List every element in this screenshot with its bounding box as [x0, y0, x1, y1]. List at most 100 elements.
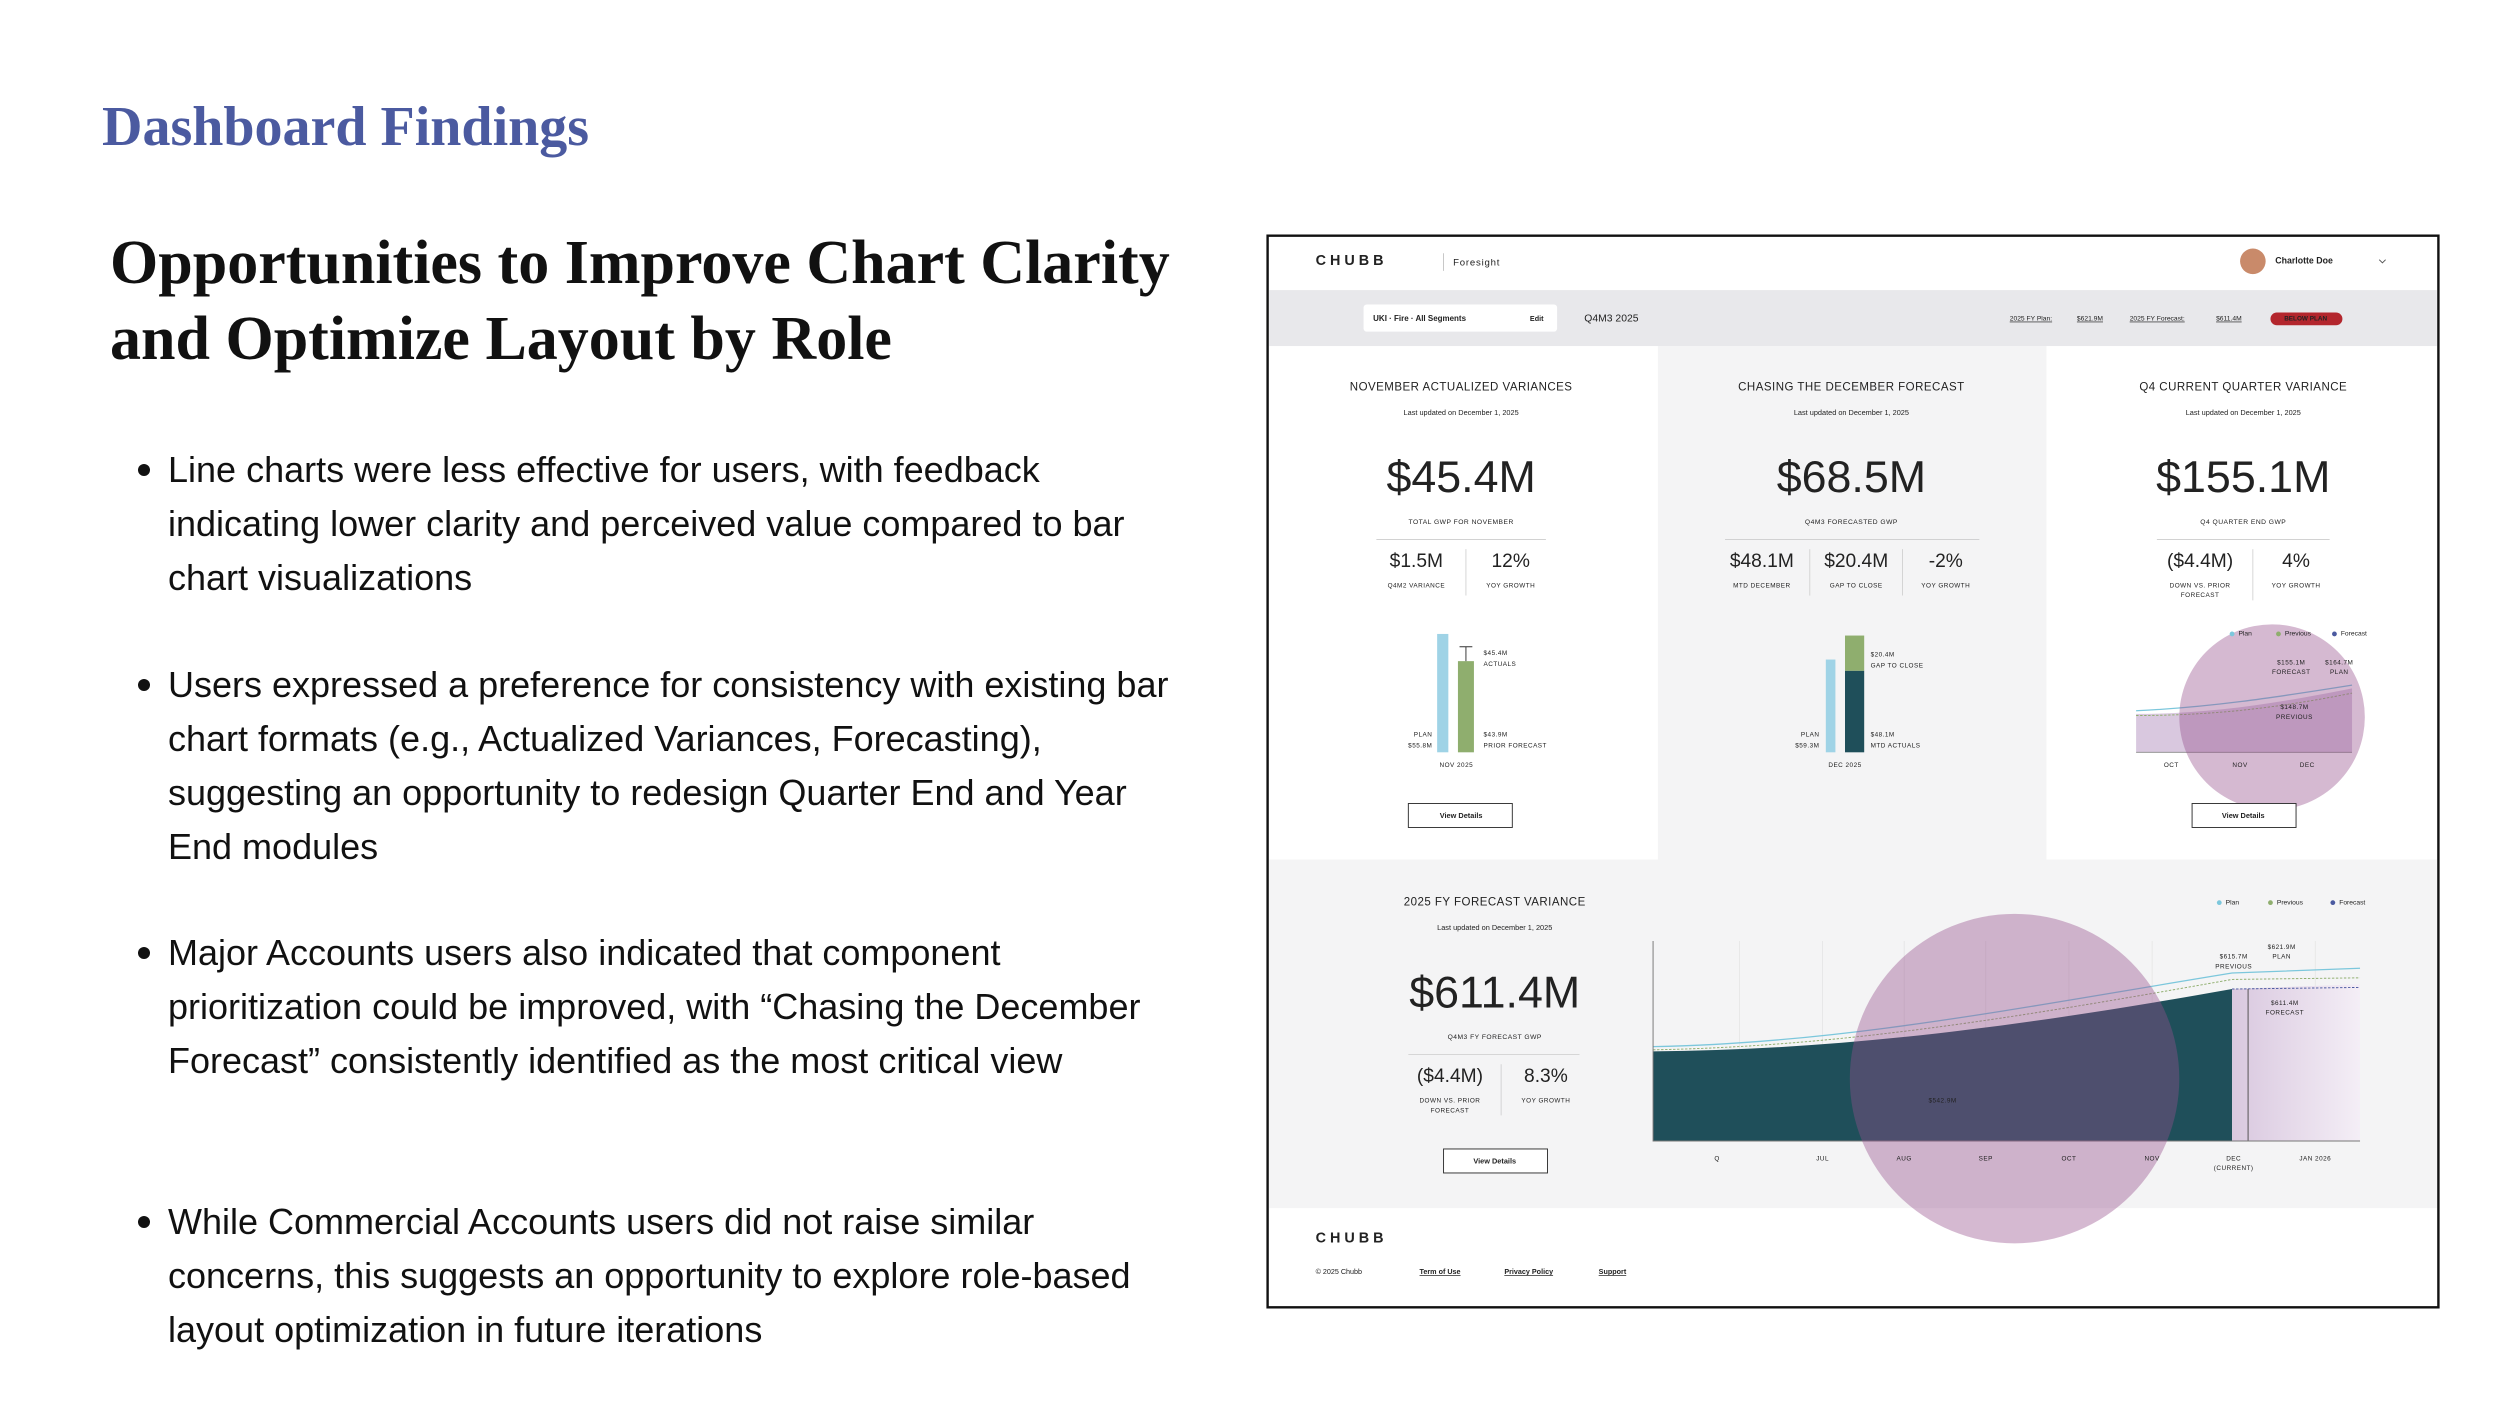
x-label: AUG: [1897, 1155, 1912, 1162]
chart-label: $621.9M: [2268, 944, 2296, 951]
value-label: Q4 QUARTER END GWP: [2200, 519, 2286, 526]
filter-selection: UKI · Fire · All Segments: [1373, 314, 1466, 323]
bullet: While Commercial Accounts users did not …: [138, 1195, 1198, 1357]
chart-label: $155.1M: [2277, 659, 2305, 666]
chart-label: $59.3M: [1795, 743, 1819, 750]
stat-label: YOY GROWTH: [2272, 583, 2321, 590]
forecast-line: [2232, 986, 2361, 990]
variance-marker: [1459, 646, 1473, 662]
chart-label: MTD ACTUALS: [1871, 743, 1921, 750]
x-label: NOV 2025: [1440, 762, 1474, 769]
quarter-area: [2136, 688, 2353, 753]
product-name: Foresight: [1453, 257, 1500, 268]
headline-value: $68.5M: [1777, 452, 1926, 502]
x-label: OCT: [2061, 1155, 2076, 1162]
actual-bar: [1457, 661, 1474, 753]
stat-value: 12%: [1492, 551, 1530, 572]
stat-label: MTD DECEMBER: [1733, 583, 1790, 590]
avatar[interactable]: [2240, 248, 2266, 275]
chart-label: $615.7M: [2220, 954, 2248, 961]
plan-bar: [1825, 659, 1836, 753]
stat-value: -2%: [1929, 551, 1963, 572]
chart-label: ACTUALS: [1484, 661, 1517, 668]
footer-link[interactable]: Term of Use: [1420, 1267, 1461, 1276]
last-updated: Last updated on December 1, 2025: [1404, 408, 1519, 417]
chart-label: GAP TO CLOSE: [1871, 663, 1924, 670]
x-label: OCT: [2164, 762, 2179, 769]
x-label: JAN 2026: [2299, 1155, 2331, 1162]
plan-line: [1653, 967, 2361, 1048]
last-updated: Last updated on December 1, 2025: [2186, 408, 2301, 417]
axes: [1652, 941, 2361, 1142]
x-label: DEC: [2226, 1155, 2241, 1162]
x-label: SEP: [1979, 1155, 1993, 1162]
plan-label: 2025 FY Plan:: [2010, 316, 2052, 323]
chart-label: $43.9M: [1484, 731, 1508, 738]
chart-label: PRIOR FORECAST: [1484, 743, 1547, 750]
card-bg: [1657, 346, 2047, 860]
period: Q4M3 2025: [1584, 314, 1638, 325]
card-title: Q4 CURRENT QUARTER VARIANCE: [2139, 382, 2347, 394]
last-updated: Last updated on December 1, 2025: [1794, 408, 1909, 417]
chart-label: FORECAST: [2266, 1010, 2305, 1017]
stat-label: Q4M2 VARIANCE: [1388, 583, 1446, 590]
forecast-value: $611.4M: [2216, 316, 2242, 323]
button-label: View Details: [2222, 811, 2265, 820]
chart-label: PLAN: [1414, 731, 1433, 738]
legend-dot: [2229, 631, 2235, 637]
x-sublabel: (CURRENT): [2214, 1165, 2254, 1172]
value-label: Q4M3 FORECASTED GWP: [1805, 519, 1898, 526]
actual-bar: [1845, 670, 1865, 753]
last-updated: Last updated on December 1, 2025: [1437, 923, 1552, 932]
button-frame[interactable]: [2191, 803, 2297, 828]
stat-label: DOWN VS. PRIOR: [1419, 1098, 1480, 1105]
stat-value: ($4.4M): [1417, 1066, 1483, 1087]
legend-label: Plan: [2238, 631, 2252, 638]
button-frame[interactable]: [1443, 1148, 1548, 1174]
footer-link[interactable]: Privacy Policy: [1504, 1267, 1553, 1276]
projection-area: [2232, 984, 2361, 1141]
stat-label: GAP TO CLOSE: [1830, 583, 1883, 590]
logo: CHUBB: [1316, 253, 1388, 269]
stat-label: YOY GROWTH: [1921, 583, 1970, 590]
stat-label: YOY GROWTH: [1486, 583, 1535, 590]
chart-label: PLAN: [2330, 669, 2349, 676]
stat-label: DOWN VS. PRIOR: [2170, 583, 2231, 590]
chart-label: $45.4M: [1484, 650, 1508, 657]
x-label: NOV: [2144, 1155, 2160, 1162]
card-title: NOVEMBER ACTUALIZED VARIANCES: [1350, 382, 1573, 394]
footer-link[interactable]: Support: [1599, 1267, 1627, 1276]
edit-link: Edit: [1530, 314, 1544, 323]
plan-line: [2136, 684, 2353, 712]
stat-label: YOY GROWTH: [1521, 1098, 1570, 1105]
x-label: Q: [1714, 1155, 1719, 1162]
legend-dot: [2332, 631, 2337, 637]
button-label: View Details: [1440, 811, 1483, 820]
status-pill: [2270, 312, 2343, 326]
dividers: [1376, 539, 2330, 1116]
legend-dot: [2330, 900, 2336, 906]
stat-label: FORECAST: [2181, 592, 2220, 599]
value-label: Q4M3 FY FORECAST GWP: [1448, 1034, 1542, 1041]
button-label: View Details: [1473, 1157, 1516, 1166]
stat-value: $1.5M: [1390, 551, 1443, 572]
chart-label: PREVIOUS: [2276, 714, 2313, 721]
copyright: © 2025 Chubb: [1316, 1267, 1362, 1276]
legend-label: Previous: [2277, 899, 2304, 906]
filter-pill[interactable]: [1363, 304, 1558, 332]
highlight-circle: [1849, 913, 2180, 1244]
slide-title: Opportunities to Improve Chart Clarity a…: [110, 229, 1170, 373]
legend-label: Forecast: [2339, 899, 2365, 906]
status: BELOW PLAN: [2284, 316, 2327, 323]
button-frame[interactable]: [1407, 803, 1513, 828]
chart-label: FORECAST: [2272, 669, 2311, 676]
chart-label: PLAN: [1801, 731, 1820, 738]
legend-dot: [2268, 900, 2273, 906]
bullet: Major Accounts users also indicated that…: [138, 926, 1198, 1088]
chevron[interactable]: [2378, 259, 2386, 264]
stat-value: 8.3%: [1524, 1066, 1568, 1087]
highlight-circle: [2179, 624, 2365, 810]
value-label: TOTAL GWP FOR NOVEMBER: [1408, 519, 1513, 526]
stat-value: $48.1M: [1730, 551, 1794, 572]
legend-dot: [2276, 631, 2281, 637]
